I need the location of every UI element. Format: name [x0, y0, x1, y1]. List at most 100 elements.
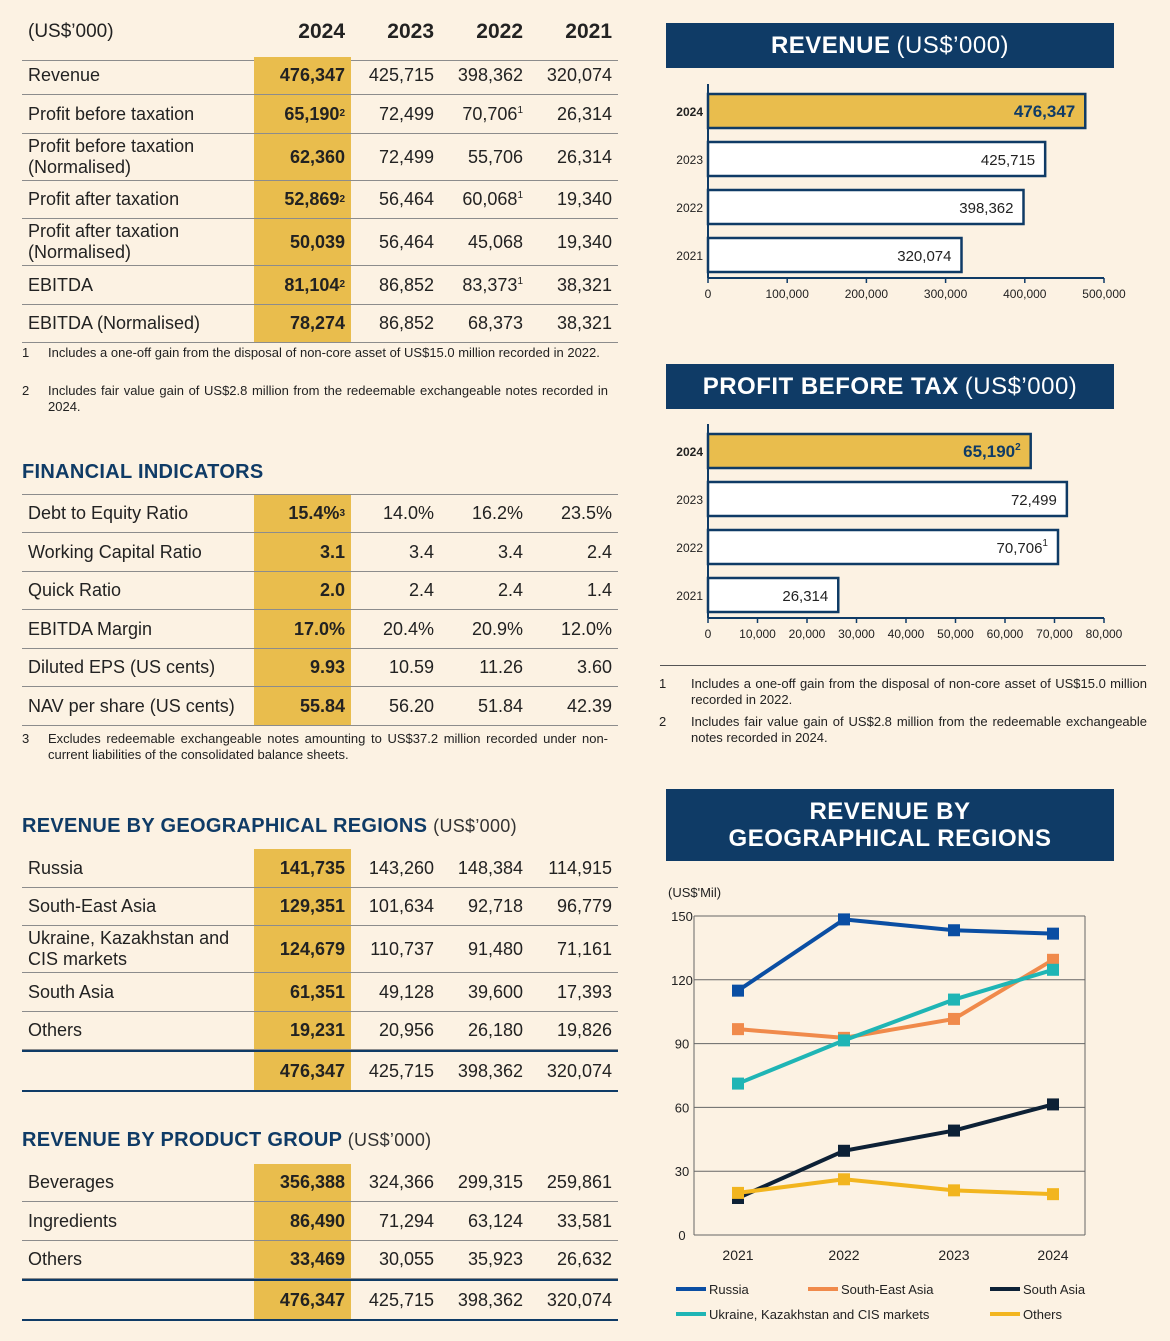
cell-value: 51.84	[477, 695, 523, 716]
regions-unit: (US$’000)	[433, 816, 517, 836]
x-tick-label: 60,000	[987, 627, 1024, 641]
x-tick-label: 0	[705, 627, 712, 641]
cell-value: 56.20	[388, 695, 434, 716]
table-cell: 86,490	[254, 1202, 351, 1240]
y-tick-label: 150	[671, 909, 693, 924]
cell-value: 30,055	[378, 1249, 434, 1269]
products-table: Beverages 356,388 324,366 299,315 259,861 Ing…	[22, 1164, 618, 1321]
table-cell: 23.5%	[529, 503, 618, 524]
data-label: 72,499	[1011, 492, 1057, 509]
data-point	[1047, 927, 1059, 940]
bar	[706, 188, 1025, 226]
table-cell: 56,464	[351, 232, 440, 253]
cell-value: 70,706	[462, 103, 518, 124]
data-label: 398,362	[959, 200, 1013, 217]
cell-value: 15.4%	[288, 503, 340, 523]
x-tick-label: 0	[705, 287, 712, 301]
cell-value: 72,499	[378, 146, 434, 167]
table-cell: 91,480	[440, 939, 529, 960]
cell-value: 141,735	[279, 857, 345, 878]
cell-value: 2.4	[408, 580, 434, 600]
category-label: 2024	[676, 445, 703, 459]
table-row: South-East Asia 129,351 101,634 92,718 96,77…	[22, 888, 618, 926]
cell-value: 55.84	[299, 695, 345, 716]
series-line	[737, 967, 1054, 1086]
table-cell: 9.93	[254, 649, 351, 686]
data-point	[948, 1124, 960, 1137]
table-cell: 92,718	[440, 896, 529, 917]
data-label-value: 70,706	[997, 540, 1043, 557]
x-tick-label: 500,000	[1082, 287, 1126, 301]
table-row: NAV per share (US cents) 55.84 56.20 51.84 4…	[22, 687, 618, 726]
table-cell: 38,321	[529, 313, 618, 334]
regions-chart-banner: REVENUE BY GEOGRAPHICAL REGIONS	[666, 789, 1114, 861]
cell-value: 38,321	[556, 313, 612, 333]
pbt-chart-title: PROFIT BEFORE TAX	[702, 372, 959, 400]
cell-value: 71,294	[378, 1210, 434, 1231]
row-label: South Asia	[28, 981, 115, 1002]
table-cell: 63,124	[440, 1211, 529, 1232]
x-tick-label: 2021	[722, 1247, 753, 1263]
cell-value: 55,706	[467, 146, 523, 167]
data-label: 320,074	[897, 248, 951, 265]
table-cell: 124,679	[254, 926, 351, 972]
data-point	[838, 1034, 850, 1047]
footnote-marker: 2	[1015, 442, 1021, 453]
y-tick-label: 30	[675, 1164, 689, 1179]
x-tick-label: 400,000	[1003, 287, 1047, 301]
cell-value: 42.39	[566, 695, 612, 716]
table-cell: 15.4% 3	[254, 495, 351, 532]
cell-value: 398,362	[457, 65, 523, 85]
cell-value: 62,360	[289, 146, 345, 167]
pbt-chart-unit: (US$’000)	[964, 372, 1078, 400]
table-cell: 425,715	[351, 1290, 440, 1311]
table-row: EBITDA Margin 17.0% 20.4% 20.9% 12.0%	[22, 610, 618, 649]
table-cell: 143,260	[351, 858, 440, 879]
table-cell: 259,861	[529, 1172, 618, 1193]
table-cell: 425,715	[351, 1061, 440, 1082]
cell-value: 1.4	[586, 580, 612, 600]
cell-value: 26,314	[556, 103, 612, 124]
cell-value: 86,852	[378, 274, 434, 295]
cell-value: 3.4	[497, 541, 523, 562]
y-tick-label: 90	[675, 1037, 689, 1052]
table-row: Ukraine, Kazakhstan and CIS markets 124,6…	[22, 926, 618, 973]
data-label: 65,1902	[963, 442, 1021, 461]
y-tick-label: 0	[678, 1228, 685, 1243]
cell-value: 476,347	[279, 1060, 345, 1081]
table-cell: 2.4	[440, 580, 529, 601]
bar	[706, 432, 1032, 470]
cell-value: 10.59	[388, 657, 434, 677]
cell-value: 33,469	[289, 1249, 345, 1269]
table-row: Ingredients 86,490 71,294 63,124 33,581	[22, 1202, 618, 1241]
table-cell: 62,360	[254, 134, 351, 180]
cell-value: 61,351	[289, 981, 345, 1002]
table-cell: 26,632	[529, 1249, 618, 1270]
cell-value: 50,039	[289, 231, 345, 252]
indicators-table: Debt to Equity Ratio 15.4% 3 14.0% 16.2% 23.5…	[22, 494, 618, 726]
bar	[706, 576, 840, 614]
y-tick-label: 120	[671, 973, 693, 988]
regions-title-text: REVENUE BY GEOGRAPHICAL REGIONS	[22, 815, 428, 837]
row-label: EBITDA (Normalised)	[28, 313, 201, 333]
row-label: EBITDA	[28, 274, 94, 295]
table-cell: 33,581	[529, 1211, 618, 1232]
cell-value: 20.4%	[382, 618, 434, 639]
table-cell: 16.2%	[440, 503, 529, 524]
table-cell: 398,362	[440, 1290, 529, 1311]
note-text: Includes a one-off gain from the disposa…	[48, 345, 600, 360]
cell-value: 9.93	[309, 657, 345, 677]
table-cell: 19,826	[529, 1020, 618, 1041]
row-label: Quick Ratio	[28, 580, 122, 600]
table-cell: 49,128	[351, 982, 440, 1003]
table-row: Profit after taxation (Normalised) 50,039…	[22, 219, 618, 266]
cell-value: 45,068	[467, 231, 523, 252]
table-cell: 38,321	[529, 275, 618, 296]
note-number: 2	[659, 714, 667, 729]
data-point	[838, 913, 850, 926]
regions-line-chart: (US$'Mil) 0 30 60 90 120 150 2021 2022 2023 2024 Ru…	[668, 885, 1086, 1322]
table-row: Working Capital Ratio 3.1 3.4 3.4 2.4	[22, 533, 618, 572]
footnote-marker: 1	[1042, 538, 1048, 549]
table-cell: 65,190 2	[254, 95, 351, 133]
table-row: EBITDA 81,104 2 86,852 83,3731 38,321	[22, 266, 618, 305]
